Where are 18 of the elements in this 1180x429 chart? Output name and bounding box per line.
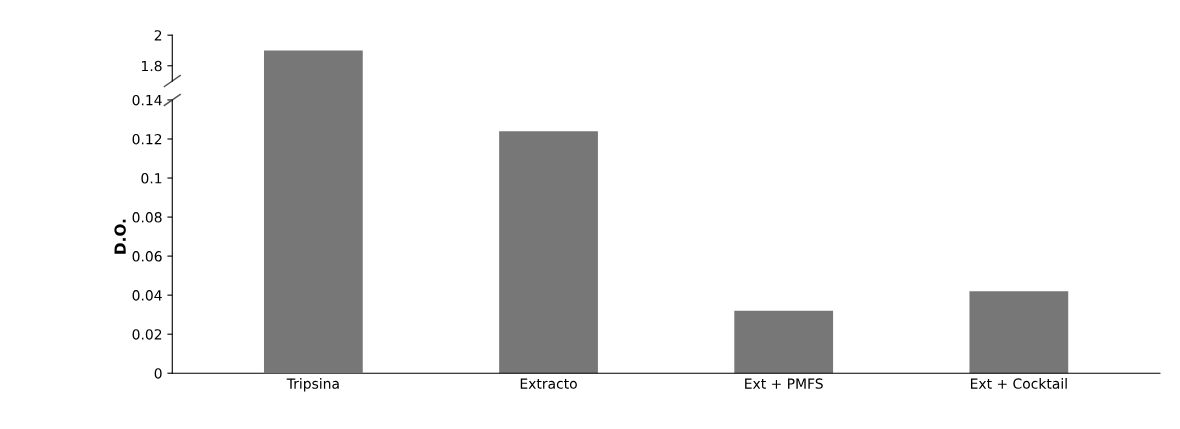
y-tick-label: 0.06 bbox=[132, 251, 162, 262]
y-tick-label: 0.12 bbox=[132, 133, 162, 145]
x-tick-label: Tripsina bbox=[286, 378, 339, 392]
bar bbox=[499, 131, 598, 374]
x-tick-label: Ext + PMFS bbox=[745, 378, 823, 389]
x-tick-label: Extracto bbox=[520, 378, 577, 389]
y-tick-label: 0.04 bbox=[132, 290, 162, 301]
y-tick-label: 1.8 bbox=[142, 60, 162, 72]
y-tick-label: 2 bbox=[154, 30, 162, 41]
bar bbox=[969, 291, 1069, 374]
y-axis-title: D.O. bbox=[114, 219, 126, 254]
bar bbox=[734, 310, 834, 374]
y-tick-label: 0.1 bbox=[141, 173, 162, 184]
y-tick-label: 0.14 bbox=[132, 94, 162, 106]
y-tick-label: 0 bbox=[154, 368, 162, 379]
y-tick-label: 0.08 bbox=[132, 212, 162, 223]
x-tick-label: Ext + Cocktail bbox=[970, 378, 1067, 389]
y-tick-label: 0.02 bbox=[132, 329, 162, 340]
